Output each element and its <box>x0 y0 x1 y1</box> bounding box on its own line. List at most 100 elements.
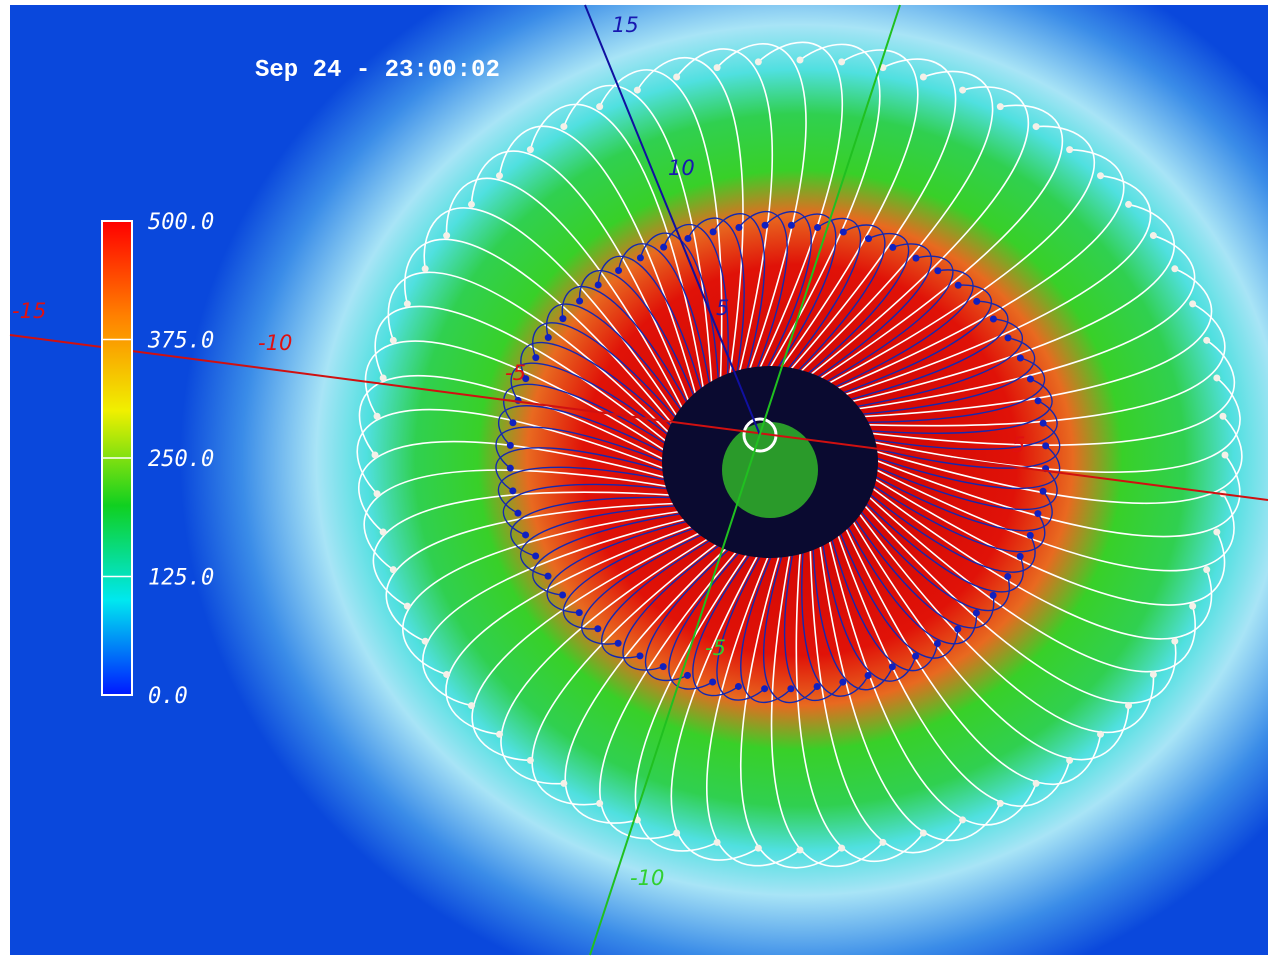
white-endpoint <box>1125 702 1132 709</box>
blue-endpoint <box>710 228 717 235</box>
blue-endpoint <box>1004 334 1011 341</box>
blue-endpoint <box>709 678 716 685</box>
white-endpoint <box>1213 529 1220 536</box>
pressure-field <box>10 5 1268 955</box>
blue-endpoint <box>814 224 821 231</box>
blue-endpoint <box>522 531 529 538</box>
blue-endpoint <box>761 685 768 692</box>
colorbar-label: 0.0 <box>148 684 188 709</box>
white-endpoint <box>838 845 845 852</box>
red-axis-label: -15 <box>12 299 46 323</box>
blue-endpoint <box>954 626 961 633</box>
blue-endpoint <box>1034 510 1041 517</box>
page: {"timestamp": "Sep 24 - 23:00:02", "colo… <box>0 0 1268 956</box>
blue-endpoint <box>1004 573 1011 580</box>
white-endpoint <box>1203 566 1210 573</box>
white-endpoint <box>1150 232 1157 239</box>
blue-endpoint <box>1027 532 1034 539</box>
white-endpoint <box>380 374 387 381</box>
timestamp: Sep 24 - 23:00:02 <box>255 57 500 84</box>
white-endpoint <box>959 87 966 94</box>
visualization: -15-10-5515105-5-10 Sep 24 - 23:00:02 50… <box>0 0 1268 956</box>
white-endpoint <box>797 57 804 64</box>
white-endpoint <box>1066 146 1073 153</box>
white-endpoint <box>443 671 450 678</box>
white-endpoint <box>390 337 397 344</box>
white-endpoint <box>920 829 927 836</box>
blue-endpoint <box>559 592 566 599</box>
white-endpoint <box>920 74 927 81</box>
blue-endpoint <box>1042 442 1049 449</box>
white-endpoint <box>560 780 567 787</box>
blue-endpoint <box>615 267 622 274</box>
white-endpoint <box>496 731 503 738</box>
blue-endpoint <box>559 315 566 322</box>
blue-endpoint <box>637 254 644 261</box>
colorbar-label: 250.0 <box>148 447 214 472</box>
blue-axis-label: 15 <box>612 13 639 37</box>
white-endpoint <box>1189 300 1196 307</box>
blue-endpoint <box>912 255 919 262</box>
white-endpoint <box>1033 780 1040 787</box>
white-endpoint <box>714 64 721 71</box>
white-endpoint <box>1033 123 1040 130</box>
blue-endpoint <box>934 640 941 647</box>
colorbar-label: 500.0 <box>148 210 214 235</box>
blue-endpoint <box>594 625 601 632</box>
blue-endpoint <box>576 609 583 616</box>
blue-axis-label: 10 <box>668 156 695 180</box>
red-axis-label: -10 <box>258 331 292 355</box>
white-endpoint <box>673 74 680 81</box>
white-endpoint <box>959 816 966 823</box>
blue-endpoint <box>545 334 552 341</box>
white-endpoint <box>1066 757 1073 764</box>
blue-endpoint <box>889 663 896 670</box>
blue-endpoint <box>814 683 821 690</box>
white-endpoint <box>374 490 381 497</box>
blue-endpoint <box>1017 354 1024 361</box>
blue-endpoint <box>990 592 997 599</box>
white-endpoint <box>755 845 762 852</box>
blue-endpoint <box>1035 397 1042 404</box>
white-endpoint <box>404 300 411 307</box>
white-endpoint <box>372 452 379 459</box>
white-endpoint <box>997 800 1004 807</box>
blue-endpoint <box>787 685 794 692</box>
white-endpoint <box>1219 413 1226 420</box>
white-endpoint <box>1125 201 1132 208</box>
blue-endpoint <box>684 235 691 242</box>
white-endpoint <box>374 413 381 420</box>
white-endpoint <box>596 103 603 110</box>
blue-endpoint <box>973 609 980 616</box>
blue-endpoint <box>735 683 742 690</box>
blue-endpoint <box>762 222 769 229</box>
blue-endpoint <box>865 235 872 242</box>
white-endpoint <box>755 58 762 65</box>
blue-endpoint <box>990 315 997 322</box>
colorbar-label: 375.0 <box>147 329 214 354</box>
white-endpoint <box>1150 671 1157 678</box>
white-endpoint <box>468 201 475 208</box>
white-endpoint <box>1171 638 1178 645</box>
white-endpoint <box>1203 337 1210 344</box>
white-endpoint <box>1097 172 1104 179</box>
blue-endpoint <box>660 244 667 251</box>
blue-endpoint <box>934 267 941 274</box>
blue-endpoint <box>1017 553 1024 560</box>
blue-endpoint <box>545 573 552 580</box>
colorbar-label: 125.0 <box>148 566 214 591</box>
white-endpoint <box>422 265 429 272</box>
blue-endpoint <box>514 510 521 517</box>
blue-endpoint <box>615 640 622 647</box>
white-endpoint <box>1213 374 1220 381</box>
blue-endpoint <box>509 419 516 426</box>
blue-endpoint <box>532 553 539 560</box>
blue-endpoint <box>684 672 691 679</box>
blue-endpoint <box>788 222 795 229</box>
blue-endpoint <box>889 244 896 251</box>
white-endpoint <box>404 603 411 610</box>
white-endpoint <box>997 103 1004 110</box>
blue-endpoint <box>865 672 872 679</box>
white-endpoint <box>1171 265 1178 272</box>
white-endpoint <box>797 847 804 854</box>
